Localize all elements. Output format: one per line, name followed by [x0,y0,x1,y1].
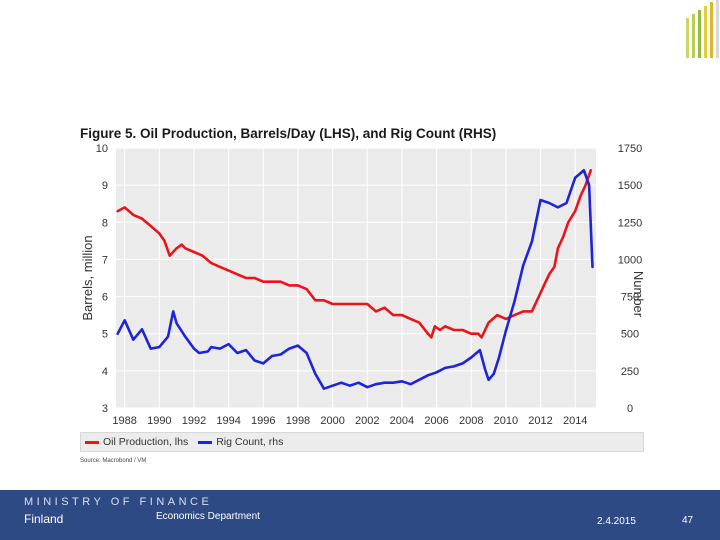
country-name: Finland [24,512,64,526]
x-tick: 2002 [355,415,379,427]
x-tick: 2008 [459,415,483,427]
y-tick-left: 6 [102,292,108,304]
legend-label-rig: Rig Count, rhs [216,436,284,448]
y-axis-label-left: Barrels, million [80,235,95,320]
y-tick-left: 7 [102,254,108,266]
source-note: Source: Macrobond / VM [80,458,147,464]
logo-bar [704,6,707,58]
series-line-oil-production [116,169,593,339]
x-tick: 1988 [112,415,136,427]
y-tick-right: 1750 [618,143,642,155]
legend-item-rig: Rig Count, rhs [198,436,283,448]
plot-area [116,148,596,408]
x-tick: 2004 [390,415,414,427]
legend-item-oil: Oil Production, lhs [85,436,188,448]
x-tick: 2010 [494,415,518,427]
ministry-name: MINISTRY OF FINANCE [24,496,213,508]
footer-bar: MINISTRY OF FINANCE Finland Economics De… [0,490,720,540]
x-tick: 1994 [216,415,240,427]
x-tick: 1992 [182,415,206,427]
x-tick: 2014 [563,415,587,427]
legend-swatch-oil [85,440,99,444]
logo-bar [698,10,701,58]
y-tick-right: 250 [621,366,639,378]
y-tick-right: 1250 [618,217,642,229]
series-line-rig-count [116,169,594,391]
y-tick-left: 10 [96,143,108,155]
x-tick: 1990 [147,415,171,427]
x-tick: 1996 [251,415,275,427]
page-number: 47 [682,515,694,526]
y-tick-right: 1500 [618,180,642,192]
y-tick-left: 4 [102,366,108,378]
y-tick-right: 0 [627,403,633,415]
x-tick: 2006 [424,415,448,427]
chart-legend: Oil Production, lhs Rig Count, rhs [80,432,644,452]
y-tick-right: 1000 [618,254,642,266]
x-tick: 2012 [528,415,552,427]
logo-bar [710,2,713,58]
chart-title: Figure 5. Oil Production, Barrels/Day (L… [80,126,497,141]
slide-date: 2.4.2015 [597,516,636,527]
y-tick-right: 500 [621,329,639,341]
logo-bar [716,0,719,58]
legend-swatch-rig [198,440,213,444]
y-axis-label-right: Number [631,271,646,318]
y-tick-left: 3 [102,403,108,415]
ministry-logo-bars [686,0,719,58]
x-tick: 2000 [320,415,344,427]
chart: 10 9 8 7 6 5 4 3 1750 1500 1250 1000 750 500 250 0 1988 1… [80,143,646,427]
legend-label-oil: Oil Production, lhs [103,436,189,448]
y-tick-left: 8 [102,217,108,229]
y-tick-left: 9 [102,180,108,192]
logo-bar [686,18,689,58]
y-tick-right: 750 [621,292,639,304]
department-name: Economics Department [156,511,260,522]
x-tick: 1998 [286,415,310,427]
logo-bar [692,14,695,58]
y-tick-left: 5 [102,329,108,341]
